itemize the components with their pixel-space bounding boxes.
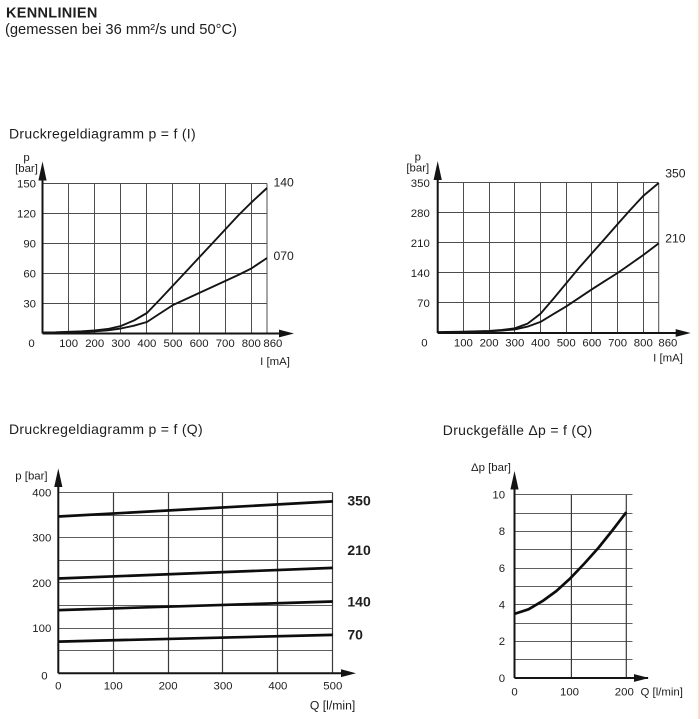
svg-text:Druckregeldiagramm p = f (Q): Druckregeldiagramm p = f (Q) xyxy=(9,421,203,437)
svg-text:400: 400 xyxy=(32,488,51,500)
svg-text:90: 90 xyxy=(23,238,36,250)
svg-text:860: 860 xyxy=(658,338,677,350)
svg-text:100: 100 xyxy=(104,681,123,693)
svg-text:400: 400 xyxy=(137,338,156,350)
svg-text:100: 100 xyxy=(59,338,78,350)
svg-text:0: 0 xyxy=(55,681,61,693)
svg-text:700: 700 xyxy=(608,338,627,350)
svg-text:I [mA]: I [mA] xyxy=(260,356,290,368)
svg-text:70: 70 xyxy=(417,298,430,310)
svg-text:0: 0 xyxy=(421,338,427,350)
svg-text:4: 4 xyxy=(499,600,505,612)
svg-text:I [mA]: I [mA] xyxy=(653,353,683,365)
svg-text:210: 210 xyxy=(665,232,686,246)
svg-text:500: 500 xyxy=(163,338,182,350)
svg-text:300: 300 xyxy=(213,681,232,693)
svg-text:600: 600 xyxy=(190,338,209,350)
svg-text:0: 0 xyxy=(499,673,505,685)
svg-text:60: 60 xyxy=(23,268,36,280)
svg-text:860: 860 xyxy=(263,338,282,350)
svg-text:100: 100 xyxy=(454,338,473,350)
svg-text:400: 400 xyxy=(268,681,287,693)
svg-text:200: 200 xyxy=(480,338,499,350)
svg-text:120: 120 xyxy=(17,208,36,220)
svg-text:Q [l/min]: Q [l/min] xyxy=(310,699,355,713)
svg-text:Druckgefälle Δp = f (Q): Druckgefälle Δp = f (Q) xyxy=(443,422,593,438)
svg-text:200: 200 xyxy=(615,687,634,699)
svg-text:800: 800 xyxy=(242,338,261,350)
svg-text:Δp [bar]: Δp [bar] xyxy=(471,462,511,474)
svg-text:p: p xyxy=(23,152,29,164)
svg-text:070: 070 xyxy=(274,249,295,263)
svg-text:Q [l/min]: Q [l/min] xyxy=(641,687,683,699)
svg-text:100: 100 xyxy=(32,623,51,635)
svg-text:800: 800 xyxy=(634,338,653,350)
svg-text:6: 6 xyxy=(499,563,505,575)
svg-text:300: 300 xyxy=(505,338,524,350)
svg-text:280: 280 xyxy=(411,208,430,220)
svg-text:10: 10 xyxy=(492,490,505,502)
svg-text:300: 300 xyxy=(32,533,51,545)
svg-text:200: 200 xyxy=(85,338,104,350)
svg-text:600: 600 xyxy=(582,338,601,350)
svg-text:210: 210 xyxy=(347,542,371,558)
svg-text:400: 400 xyxy=(531,338,550,350)
svg-text:150: 150 xyxy=(17,178,36,190)
svg-text:KENNLINIEN: KENNLINIEN xyxy=(6,6,98,22)
svg-text:p [bar]: p [bar] xyxy=(15,471,47,483)
svg-text:8: 8 xyxy=(499,526,505,538)
svg-text:Druckregeldiagramm p = f (I): Druckregeldiagramm p = f (I) xyxy=(9,125,196,141)
svg-text:0: 0 xyxy=(28,338,34,350)
svg-text:0: 0 xyxy=(41,671,47,683)
svg-text:300: 300 xyxy=(111,338,130,350)
svg-text:500: 500 xyxy=(323,681,342,693)
svg-text:350: 350 xyxy=(347,493,371,509)
svg-text:70: 70 xyxy=(347,627,363,643)
svg-text:140: 140 xyxy=(274,176,295,190)
svg-text:200: 200 xyxy=(32,578,51,590)
svg-text:700: 700 xyxy=(216,338,235,350)
svg-text:2: 2 xyxy=(499,636,505,648)
svg-text:p: p xyxy=(415,152,421,164)
svg-text:0: 0 xyxy=(511,687,517,699)
svg-text:140: 140 xyxy=(411,268,430,280)
svg-text:500: 500 xyxy=(557,338,576,350)
svg-text:200: 200 xyxy=(159,681,178,693)
svg-text:[bar]: [bar] xyxy=(15,163,38,175)
svg-text:350: 350 xyxy=(665,167,686,181)
svg-text:(gemessen bei 36 mm²/s und 50°: (gemessen bei 36 mm²/s und 50°C) xyxy=(5,22,237,38)
svg-text:30: 30 xyxy=(23,298,36,310)
svg-text:350: 350 xyxy=(411,178,430,190)
svg-text:140: 140 xyxy=(347,593,371,609)
svg-text:210: 210 xyxy=(411,238,430,250)
svg-text:100: 100 xyxy=(560,687,579,699)
svg-text:[bar]: [bar] xyxy=(406,163,429,175)
